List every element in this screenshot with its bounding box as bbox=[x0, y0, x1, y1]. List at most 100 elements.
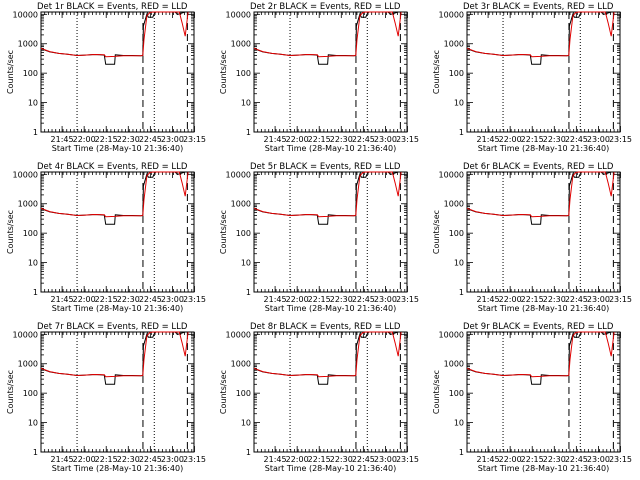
y-axis-label: Counts/sec bbox=[6, 210, 15, 254]
x-tick-label: 22:00 bbox=[73, 135, 96, 144]
x-tick-label: 22:15 bbox=[521, 295, 544, 304]
y-axis-label: Counts/sec bbox=[432, 370, 441, 414]
panel-title: Det 4r BLACK = Events, RED = LLD bbox=[37, 162, 188, 172]
x-tick-label: 22:15 bbox=[308, 455, 331, 464]
y-axis-label: Counts/sec bbox=[6, 50, 15, 94]
y-axis-label: Counts/sec bbox=[432, 210, 441, 254]
y-tick-label: 10 bbox=[28, 259, 38, 268]
series-group bbox=[467, 331, 615, 385]
x-tick-label: 23:15 bbox=[609, 295, 632, 304]
y-tick-label: 1 bbox=[459, 128, 464, 137]
series-line-lld bbox=[254, 331, 402, 378]
plot-frame bbox=[466, 331, 621, 453]
x-tick-label: 23:00 bbox=[374, 135, 397, 144]
series-line-lld bbox=[41, 171, 189, 218]
y-tick-label: 1000 bbox=[444, 360, 464, 369]
y-tick-label: 1000 bbox=[18, 200, 38, 209]
plot-panel-4: Det 4r BLACK = Events, RED = LLD 1 10 100 10… bbox=[6, 162, 206, 313]
y-tick-label: 1000 bbox=[444, 200, 464, 209]
y-tick-label: 100 bbox=[236, 229, 251, 238]
y-tick-label: 10000 bbox=[226, 10, 251, 19]
plot-frame bbox=[40, 171, 195, 293]
x-tick-label: 22:15 bbox=[308, 135, 331, 144]
plot-frame bbox=[40, 11, 195, 133]
x-tick-label: 21:45 bbox=[264, 135, 287, 144]
series-group bbox=[254, 171, 402, 225]
x-tick-label: 23:00 bbox=[374, 455, 397, 464]
plot-frame bbox=[253, 331, 408, 453]
panel-title: Det 9r BLACK = Events, RED = LLD bbox=[463, 322, 614, 332]
y-tick-label: 1 bbox=[459, 288, 464, 297]
x-tick-label: 22:45 bbox=[352, 295, 375, 304]
x-tick-label: 22:00 bbox=[73, 455, 96, 464]
x-axis-label: Start Time (28-May-10 21:36:40) bbox=[265, 304, 396, 313]
x-axis-label: Start Time (28-May-10 21:36:40) bbox=[478, 304, 609, 313]
x-tick-label: 21:45 bbox=[477, 135, 500, 144]
x-tick-label: 21:45 bbox=[51, 295, 74, 304]
x-tick-label: 22:15 bbox=[521, 135, 544, 144]
y-tick-label: 1000 bbox=[231, 40, 251, 49]
x-axis-label: Start Time (28-May-10 21:36:40) bbox=[52, 464, 183, 473]
series-group bbox=[254, 331, 402, 385]
x-tick-label: 22:30 bbox=[117, 135, 140, 144]
series-line-lld bbox=[467, 11, 615, 58]
plot-frame bbox=[253, 11, 408, 133]
y-tick-label: 1 bbox=[246, 288, 251, 297]
x-axis-label: Start Time (28-May-10 21:36:40) bbox=[265, 464, 396, 473]
x-tick-label: 21:45 bbox=[264, 295, 287, 304]
plot-frame bbox=[466, 171, 621, 293]
x-tick-label: 21:45 bbox=[477, 455, 500, 464]
x-axis-label: Start Time (28-May-10 21:36:40) bbox=[52, 144, 183, 153]
y-axis-label: Counts/sec bbox=[219, 50, 228, 94]
x-tick-label: 22:00 bbox=[286, 455, 309, 464]
x-tick-label: 22:45 bbox=[565, 135, 588, 144]
x-tick-label: 23:00 bbox=[587, 135, 610, 144]
y-tick-label: 100 bbox=[236, 389, 251, 398]
x-tick-label: 22:15 bbox=[521, 455, 544, 464]
x-tick-label: 22:00 bbox=[73, 295, 96, 304]
y-tick-label: 10 bbox=[454, 259, 464, 268]
x-tick-label: 22:45 bbox=[352, 135, 375, 144]
x-tick-label: 21:45 bbox=[51, 455, 74, 464]
y-tick-label: 1 bbox=[246, 128, 251, 137]
y-tick-label: 10000 bbox=[226, 330, 251, 339]
x-tick-label: 22:00 bbox=[286, 135, 309, 144]
y-tick-label: 1 bbox=[459, 448, 464, 457]
y-tick-label: 10 bbox=[454, 419, 464, 428]
panel-title: Det 3r BLACK = Events, RED = LLD bbox=[463, 2, 614, 12]
x-tick-label: 22:30 bbox=[543, 455, 566, 464]
y-tick-label: 100 bbox=[23, 69, 38, 78]
plot-panel-1: Det 1r BLACK = Events, RED = LLD 1 10 100 10… bbox=[6, 2, 206, 153]
y-tick-label: 10000 bbox=[439, 330, 464, 339]
y-tick-label: 10000 bbox=[13, 170, 38, 179]
y-tick-label: 10 bbox=[241, 259, 251, 268]
x-tick-label: 22:30 bbox=[117, 295, 140, 304]
x-tick-label: 23:00 bbox=[161, 455, 184, 464]
series-group bbox=[467, 171, 615, 225]
series-line-lld bbox=[41, 331, 189, 378]
x-tick-label: 22:45 bbox=[565, 455, 588, 464]
y-tick-label: 10000 bbox=[439, 10, 464, 19]
y-tick-label: 10 bbox=[241, 99, 251, 108]
x-tick-label: 23:00 bbox=[587, 295, 610, 304]
x-tick-label: 22:45 bbox=[352, 455, 375, 464]
x-tick-label: 22:45 bbox=[139, 295, 162, 304]
x-tick-label: 21:45 bbox=[477, 295, 500, 304]
plot-panel-8: Det 8r BLACK = Events, RED = LLD 1 10 100 10… bbox=[219, 322, 419, 473]
y-tick-label: 1 bbox=[33, 288, 38, 297]
y-tick-label: 10 bbox=[28, 99, 38, 108]
plot-panel-5: Det 5r BLACK = Events, RED = LLD 1 10 100 10… bbox=[219, 162, 419, 313]
series-line-lld bbox=[467, 171, 615, 218]
series-line-lld bbox=[41, 11, 189, 58]
x-tick-label: 21:45 bbox=[51, 135, 74, 144]
y-tick-label: 100 bbox=[23, 229, 38, 238]
y-tick-label: 100 bbox=[23, 389, 38, 398]
x-tick-label: 22:15 bbox=[308, 295, 331, 304]
x-tick-label: 23:00 bbox=[161, 135, 184, 144]
panel-title: Det 2r BLACK = Events, RED = LLD bbox=[250, 2, 401, 12]
y-axis-label: Counts/sec bbox=[432, 50, 441, 94]
plot-panel-3: Det 3r BLACK = Events, RED = LLD 1 10 100 10… bbox=[432, 2, 632, 153]
series-group bbox=[41, 331, 189, 385]
y-axis-label: Counts/sec bbox=[219, 370, 228, 414]
